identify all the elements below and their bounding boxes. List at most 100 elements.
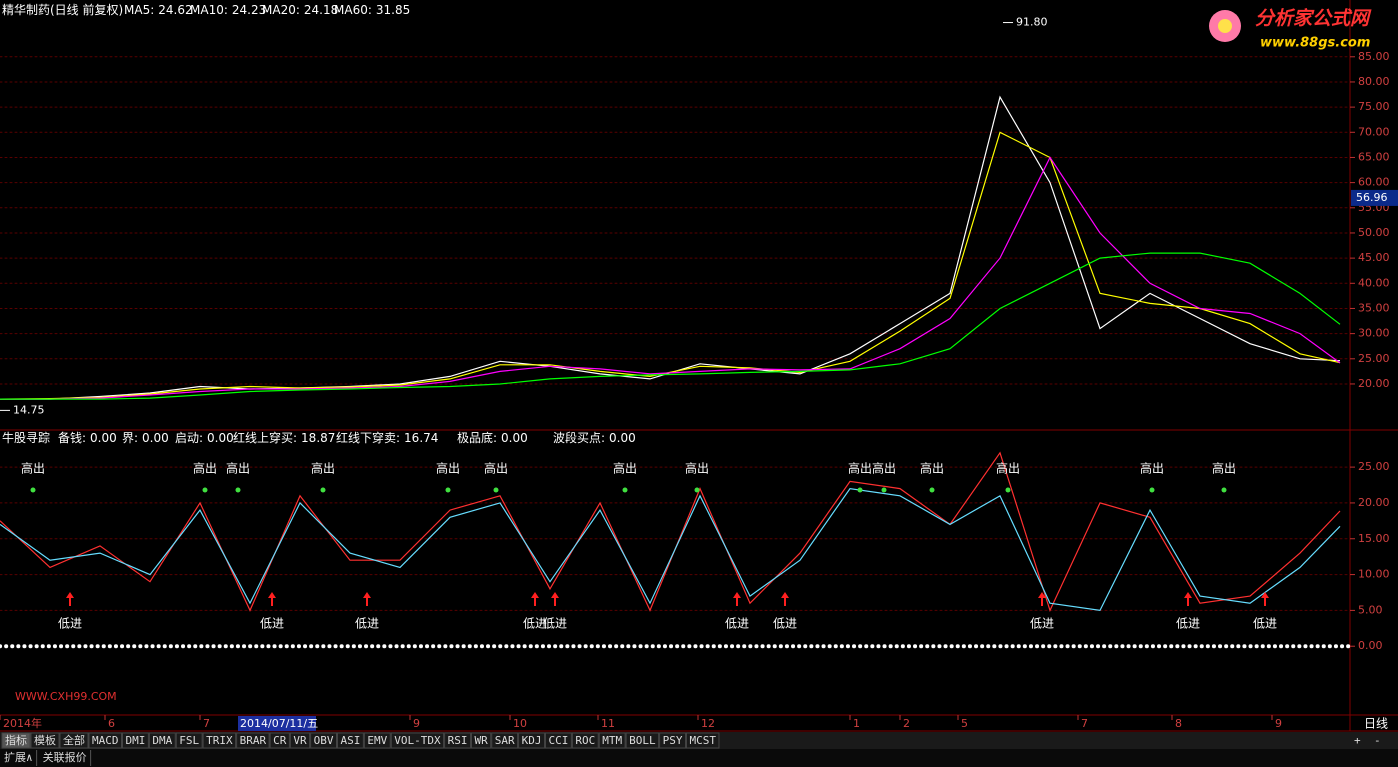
tab-frame — [310, 732, 337, 749]
legend-item: 界: 0.00 — [122, 431, 169, 445]
last-price-label: 56.96 — [1356, 191, 1388, 204]
panel-header: 精华制药(日线 前复权) — [2, 2, 123, 17]
toolbar-tab[interactable]: DMA — [152, 734, 172, 747]
tab-frame — [598, 732, 626, 749]
tab-frame — [30, 732, 60, 749]
bottom-tab[interactable]: 关联报价 — [43, 750, 87, 764]
buy-arrow — [531, 592, 539, 606]
annotation: 91.80 — [1016, 16, 1048, 29]
toolbar-tab[interactable]: ASI — [341, 734, 361, 747]
toolbar-tab[interactable]: KDJ — [522, 734, 542, 747]
buy-arrow — [733, 592, 741, 606]
toolbar-tab[interactable]: CCI — [548, 734, 568, 747]
toolbar-tab[interactable]: 指标 — [5, 733, 27, 747]
legend-name: 红线上穿买: — [233, 430, 297, 445]
legend-name: 界: — [122, 431, 138, 445]
toolbar-button[interactable]: - — [1374, 734, 1381, 747]
y-tick-label: 5.00 — [1358, 603, 1383, 616]
toolbar-tab[interactable]: PSY — [663, 734, 683, 747]
cursor-box — [238, 716, 316, 731]
y-tick-label: 25.00 — [1358, 460, 1390, 473]
legend-value: 18.87 — [301, 431, 335, 445]
toolbar-tab[interactable]: EMV — [367, 734, 387, 747]
sell-dot — [622, 487, 628, 493]
toolbar-tab[interactable]: VOL-TDX — [394, 734, 441, 747]
sell-signal: 高出 — [226, 461, 250, 476]
x-tick-label: 5 — [961, 717, 968, 730]
toolbar-tab[interactable]: RSI — [448, 734, 468, 747]
tab-frame — [337, 732, 364, 749]
toolbar-tab[interactable]: CR — [273, 734, 287, 747]
toolbar-tab[interactable]: SAR — [495, 734, 515, 747]
y-tick-label: 75.00 — [1358, 100, 1390, 113]
legend-value: 24.62 — [158, 3, 192, 17]
tab-frame — [1, 732, 31, 749]
x-tick-label: 9 — [1275, 717, 1282, 730]
sell-signal: 高出 — [613, 461, 637, 476]
y-tick-label: 40.00 — [1358, 276, 1390, 289]
legend-item: MA10: 24.23 — [190, 3, 266, 17]
toolbar-tab[interactable]: DMI — [126, 734, 146, 747]
x-tick-label: 7 — [203, 717, 210, 730]
tab-frame — [88, 732, 122, 749]
tab-frame — [289, 732, 311, 749]
toolbar-tab[interactable]: BRAR — [240, 734, 267, 747]
toolbar-tab[interactable]: 模板 — [34, 733, 56, 747]
tab-frame — [175, 732, 203, 749]
toolbar-tab[interactable]: FSL — [179, 734, 199, 747]
toolbar-tab[interactable]: OBV — [314, 734, 334, 747]
toolbar-tab[interactable]: MCST — [689, 734, 716, 747]
sell-signal: 高出 — [848, 461, 872, 476]
toolbar-button[interactable]: + — [1354, 734, 1361, 747]
buy-signal: 低进 — [523, 617, 547, 631]
panel-title: 精华制药(日线 前复权) — [2, 2, 123, 17]
legend-name: 极品底: — [457, 430, 497, 445]
bottom-tab[interactable]: 扩展∧ — [4, 750, 33, 764]
toolbar-bg — [0, 732, 1398, 749]
legend-item: MA20: 24.18 — [262, 3, 338, 17]
legend-value: 0.00 — [501, 431, 528, 445]
legend-item: 红线下穿卖: 16.74 — [336, 430, 438, 445]
sell-signal: 高出 — [311, 461, 335, 476]
tab-frame — [491, 732, 519, 749]
sell-dot — [30, 487, 36, 493]
buy-signal: 低进 — [260, 617, 284, 631]
legend-name: MA5: — [124, 3, 154, 17]
sell-signal: 高出 — [484, 461, 508, 476]
sell-dot — [929, 487, 935, 493]
y-tick-label: 20.00 — [1358, 377, 1390, 390]
tab-frame — [202, 732, 237, 749]
toolbar-tab[interactable]: BOLL — [629, 734, 656, 747]
toolbar-tab[interactable]: MACD — [92, 734, 119, 747]
y-tick-label: 85.00 — [1358, 50, 1390, 63]
logo-name: 分析家公式网 — [1255, 8, 1372, 30]
toolbar-tab[interactable]: TRIX — [206, 734, 233, 747]
sell-signal: 高出 — [193, 461, 217, 476]
tab-frame — [685, 732, 720, 749]
y-tick-label: 60.00 — [1358, 176, 1390, 189]
buy-signal: 低进 — [1030, 617, 1054, 631]
buy-arrow — [1261, 592, 1269, 606]
legend-item: MA5: 24.62 — [124, 3, 193, 17]
x-tick-label: 12 — [701, 717, 715, 730]
tab-frame — [363, 732, 391, 749]
legend-name: MA60: — [334, 3, 372, 17]
toolbar-tab[interactable]: MTM — [602, 734, 622, 747]
annotation: 14.75 — [13, 403, 45, 416]
tab-frame — [122, 732, 149, 749]
sell-dot — [1149, 487, 1155, 493]
toolbar-tab[interactable]: 全部 — [63, 733, 85, 747]
toolbar-tab[interactable]: WR — [474, 734, 488, 747]
sell-dot — [445, 487, 451, 493]
bottom-bar — [0, 749, 1398, 767]
legend-name: 备钱: — [58, 430, 86, 445]
y-tick-label: 80.00 — [1358, 75, 1390, 88]
y-tick-label: 30.00 — [1358, 327, 1390, 340]
legend-value: 31.85 — [376, 3, 410, 17]
toolbar-tab[interactable]: VR — [293, 734, 307, 747]
buy-signal: 低进 — [1253, 617, 1277, 631]
toolbar-tab[interactable]: ROC — [575, 734, 595, 747]
x-tick-label: 6 — [108, 717, 115, 730]
